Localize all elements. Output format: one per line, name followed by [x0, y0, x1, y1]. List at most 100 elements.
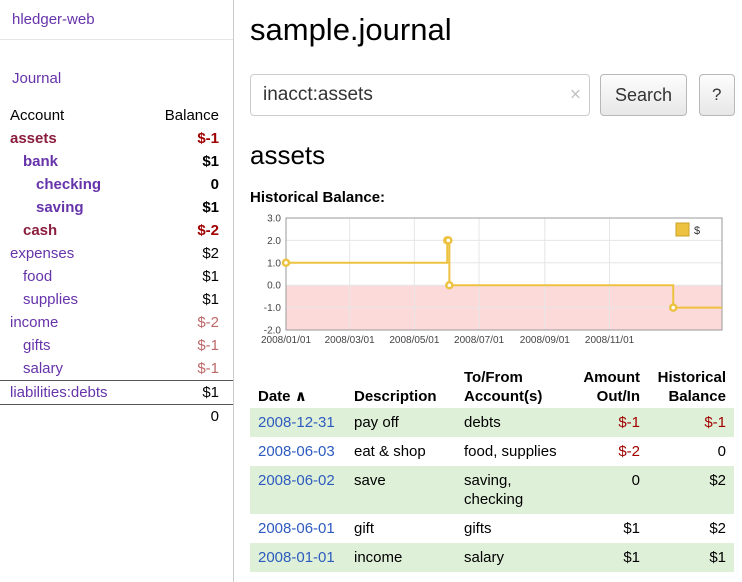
accounts-header-account: Account [10, 107, 65, 124]
account-balance: $1 [142, 380, 233, 405]
account-row: saving $1 [0, 196, 233, 219]
x-tick-label: 2008/09/01 [520, 335, 570, 346]
legend-swatch [675, 222, 690, 237]
transaction-date-link[interactable]: 2008-01-01 [258, 549, 335, 566]
app-title-link[interactable]: hledger-web [12, 11, 95, 28]
data-point-marker [445, 280, 454, 290]
account-link[interactable]: food [23, 268, 53, 285]
transaction-date-link[interactable]: 2008-12-31 [258, 414, 335, 431]
account-name-cell: salary [0, 357, 143, 381]
register-balance-cell: $-1 [704, 414, 726, 431]
account-row: income $-2 [0, 311, 233, 334]
register-row[interactable]: 2008-06-02 save saving, checking 0 $2 [250, 466, 734, 514]
account-link[interactable]: expenses [10, 245, 75, 262]
register-description-cell: pay off [354, 414, 399, 431]
date-header-label: Date [258, 388, 291, 405]
data-point-marker [668, 303, 678, 312]
register-amount-cell: 0 [631, 472, 640, 489]
x-tick-label: 2008/07/01 [454, 335, 504, 346]
register-row[interactable]: 2008-01-01 income salary $1 $1 [250, 543, 734, 572]
account-balance: $-1 [197, 130, 219, 147]
account-row: assets $-1 [0, 127, 233, 150]
register-header-description[interactable]: Description [354, 388, 437, 405]
account-balance: $-1 [197, 360, 219, 377]
register-header-date[interactable]: Date ∧ [250, 366, 346, 408]
x-tick-label: 2008/11/01 [585, 335, 635, 346]
account-row: checking 0 [0, 173, 233, 196]
account-link[interactable]: gifts [23, 337, 51, 354]
y-tick-label: 3.0 [267, 214, 281, 225]
register-body: 2008-12-31 pay off debts $-1 $-1 2008-06-03 ea… [250, 408, 734, 572]
register-accounts-cell: debts [464, 414, 501, 431]
y-tick-label: 1.0 [267, 258, 281, 269]
data-point-marker [444, 236, 453, 245]
search-box: × [250, 74, 590, 116]
account-balance: $-2 [197, 314, 219, 331]
x-tick-label: 2008/05/01 [389, 335, 439, 346]
register-row[interactable]: 2008-12-31 pay off debts $-1 $-1 [250, 408, 734, 437]
account-row: liabilities:debts $1 [0, 380, 233, 405]
transaction-date-link[interactable]: 2008-06-01 [258, 520, 335, 537]
account-link[interactable]: cash [23, 222, 58, 239]
account-name-cell: gifts [0, 334, 143, 357]
register-description-cell: eat & shop [354, 443, 426, 460]
account-balance: $1 [202, 291, 219, 308]
account-link[interactable]: income [10, 314, 59, 331]
sort-asc-icon: ∧ [294, 388, 307, 405]
account-link[interactable]: assets [10, 130, 57, 147]
account-link[interactable]: salary [23, 360, 64, 377]
account-link[interactable]: saving [36, 199, 84, 216]
account-link[interactable]: supplies [23, 291, 79, 308]
account-name-cell: income [0, 311, 143, 334]
account-row: food $1 [0, 265, 233, 288]
register-header-balance[interactable]: Historical Balance [657, 369, 726, 405]
register-description-cell: income [354, 549, 403, 566]
register-date-cell: 2008-06-03 [250, 437, 346, 466]
register-date-cell: 2008-01-01 [250, 543, 346, 572]
register-header-row: Date ∧ Description To/From Account(s) Am… [250, 366, 734, 408]
account-link[interactable]: bank [23, 153, 59, 170]
register-balance-cell: $1 [709, 549, 726, 566]
register-accounts-cell: salary [464, 549, 505, 566]
register-balance-cell: $2 [709, 520, 726, 537]
register-amount-cell: $-2 [618, 443, 640, 460]
chart-title: Historical Balance: [250, 189, 386, 206]
clear-search-icon[interactable]: × [569, 84, 581, 106]
register-header-accounts[interactable]: To/From Account(s) [464, 369, 543, 405]
register-date-cell: 2008-06-02 [250, 466, 346, 514]
register-date-cell: 2008-12-31 [250, 408, 346, 437]
search-input[interactable] [250, 74, 590, 116]
account-name-cell: food [0, 265, 143, 288]
register-amount-cell: $1 [623, 549, 640, 566]
main-content: sample.journal × Search ? assets Histori… [234, 0, 742, 582]
account-heading: assets [250, 140, 326, 170]
account-row: salary $-1 [0, 357, 233, 381]
transaction-date-link[interactable]: 2008-06-02 [258, 472, 335, 489]
account-balance: $1 [202, 199, 219, 216]
account-balance: $-2 [197, 222, 219, 239]
account-name-cell: cash [0, 219, 143, 242]
register-amount-cell: $-1 [618, 414, 640, 431]
historical-balance-chart: 3.0 2.0 1.0 0.0 -1.0 -2.0 2008/01/01 2008/03/01… [250, 210, 730, 350]
account-row: expenses $2 [0, 242, 233, 265]
register-table: Date ∧ Description To/From Account(s) Am… [250, 366, 734, 572]
journal-link[interactable]: Journal [12, 70, 62, 87]
register-header-amount[interactable]: Amount Out/In [583, 369, 640, 405]
register-row[interactable]: 2008-06-03 eat & shop food, supplies $-2 0 [250, 437, 734, 466]
account-link[interactable]: checking [36, 176, 102, 193]
register-row[interactable]: 2008-06-01 gift gifts $1 $2 [250, 514, 734, 543]
search-button[interactable]: Search [600, 74, 688, 116]
accounts-table: Account Balance assets $-1 bank $1 checking 0… [0, 104, 233, 428]
account-name-cell: assets [0, 127, 143, 150]
transaction-date-link[interactable]: 2008-06-03 [258, 443, 335, 460]
y-tick-label: -1.0 [264, 303, 282, 314]
accounts-total-value: 0 [142, 404, 233, 428]
account-link[interactable]: liabilities:debts [10, 384, 108, 401]
register-accounts-cell: food, supplies [464, 443, 557, 460]
register-description-cell: gift [354, 520, 375, 537]
y-tick-label: 0.0 [267, 281, 281, 292]
data-point-marker [281, 258, 291, 268]
account-name-cell: expenses [0, 242, 143, 265]
help-button[interactable]: ? [699, 74, 735, 116]
